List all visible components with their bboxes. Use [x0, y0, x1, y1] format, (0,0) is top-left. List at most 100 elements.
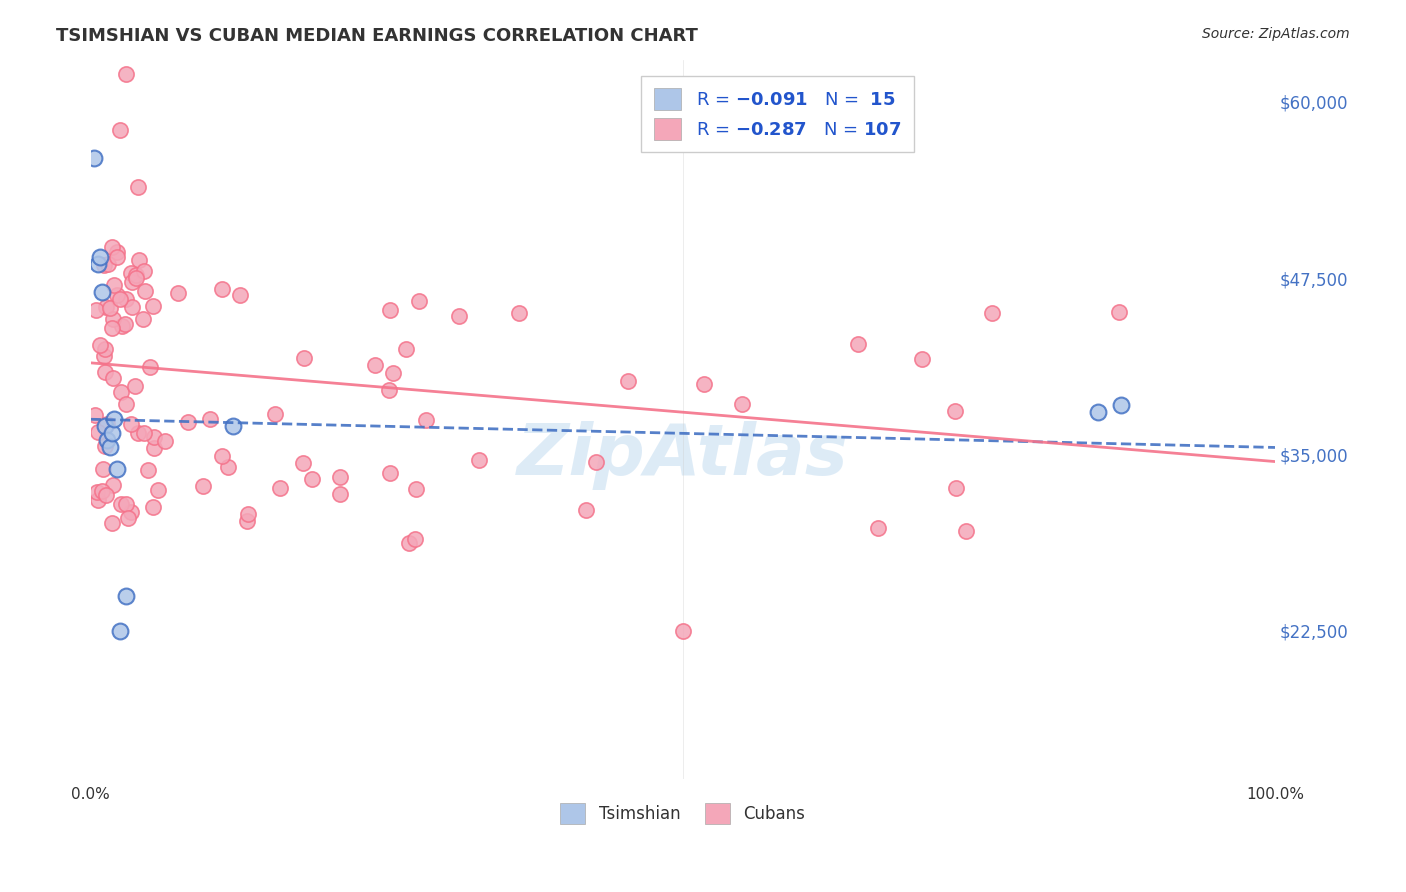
- Point: [87, 257, 110, 271]
- Point: [404, 533, 426, 547]
- Point: [943, 404, 966, 418]
- Point: [96, 434, 118, 448]
- Point: [1108, 305, 1130, 319]
- Point: [96, 417, 118, 432]
- Point: [86, 485, 108, 500]
- Point: [110, 384, 132, 399]
- Point: [617, 374, 640, 388]
- Point: [848, 337, 870, 351]
- Point: [103, 412, 125, 426]
- Point: [866, 521, 889, 535]
- Point: [139, 359, 162, 374]
- Point: [87, 425, 110, 439]
- Point: [114, 317, 136, 331]
- Point: [89, 250, 111, 264]
- Point: [167, 285, 190, 300]
- Point: [115, 67, 138, 81]
- Point: [211, 282, 233, 296]
- Point: [115, 497, 138, 511]
- Point: [364, 358, 387, 372]
- Point: [93, 258, 115, 272]
- Point: [105, 244, 128, 259]
- Point: [91, 462, 114, 476]
- Point: [98, 441, 121, 455]
- Point: [120, 417, 142, 431]
- Point: [94, 419, 117, 434]
- Point: [90, 484, 112, 499]
- Point: [120, 505, 142, 519]
- Point: [731, 397, 754, 411]
- Point: [292, 351, 315, 365]
- Point: [93, 342, 115, 356]
- Point: [136, 463, 159, 477]
- Point: [125, 268, 148, 282]
- Point: [398, 536, 420, 550]
- Point: [124, 378, 146, 392]
- Point: [211, 449, 233, 463]
- Text: TSIMSHIAN VS CUBAN MEDIAN EARNINGS CORRELATION CHART: TSIMSHIAN VS CUBAN MEDIAN EARNINGS CORRE…: [56, 27, 699, 45]
- Point: [127, 426, 149, 441]
- Point: [84, 409, 107, 423]
- Point: [508, 306, 530, 320]
- Point: [378, 383, 401, 397]
- Point: [111, 318, 134, 333]
- Point: [115, 292, 138, 306]
- Legend: Tsimshian, Cubans: Tsimshian, Cubans: [548, 792, 817, 835]
- Point: [263, 407, 285, 421]
- Point: [101, 240, 124, 254]
- Point: [191, 479, 214, 493]
- Point: [132, 426, 155, 441]
- Point: [121, 300, 143, 314]
- Point: [93, 350, 115, 364]
- Point: [103, 370, 125, 384]
- Point: [329, 470, 352, 484]
- Point: [110, 497, 132, 511]
- Point: [101, 516, 124, 531]
- Point: [121, 275, 143, 289]
- Point: [134, 285, 156, 299]
- Point: [142, 430, 165, 444]
- Point: [911, 351, 934, 366]
- Point: [408, 293, 430, 308]
- Text: ZipAtlas: ZipAtlas: [517, 421, 849, 490]
- Point: [91, 285, 114, 300]
- Point: [83, 151, 105, 165]
- Point: [449, 309, 471, 323]
- Point: [380, 466, 402, 480]
- Point: [84, 303, 107, 318]
- Point: [115, 589, 138, 603]
- Point: [131, 312, 153, 326]
- Point: [198, 411, 221, 425]
- Point: [1109, 398, 1132, 412]
- Point: [693, 376, 716, 391]
- Point: [115, 397, 138, 411]
- Point: [124, 271, 146, 285]
- Point: [468, 452, 491, 467]
- Point: [110, 123, 132, 137]
- Point: [177, 415, 200, 429]
- Point: [153, 434, 176, 449]
- Point: [101, 478, 124, 492]
- Point: [142, 500, 165, 515]
- Point: [94, 439, 117, 453]
- Point: [229, 288, 252, 302]
- Point: [127, 179, 149, 194]
- Point: [97, 257, 120, 271]
- Point: [117, 511, 139, 525]
- Point: [101, 320, 124, 334]
- Point: [142, 442, 165, 456]
- Point: [378, 302, 401, 317]
- Point: [945, 482, 967, 496]
- Point: [575, 503, 598, 517]
- Point: [94, 487, 117, 501]
- Point: [87, 493, 110, 508]
- Point: [105, 288, 128, 302]
- Point: [146, 483, 169, 497]
- Point: [672, 624, 695, 638]
- Point: [1087, 405, 1109, 419]
- Point: [101, 312, 124, 326]
- Point: [236, 514, 259, 528]
- Point: [222, 419, 245, 434]
- Point: [142, 299, 165, 313]
- Point: [132, 264, 155, 278]
